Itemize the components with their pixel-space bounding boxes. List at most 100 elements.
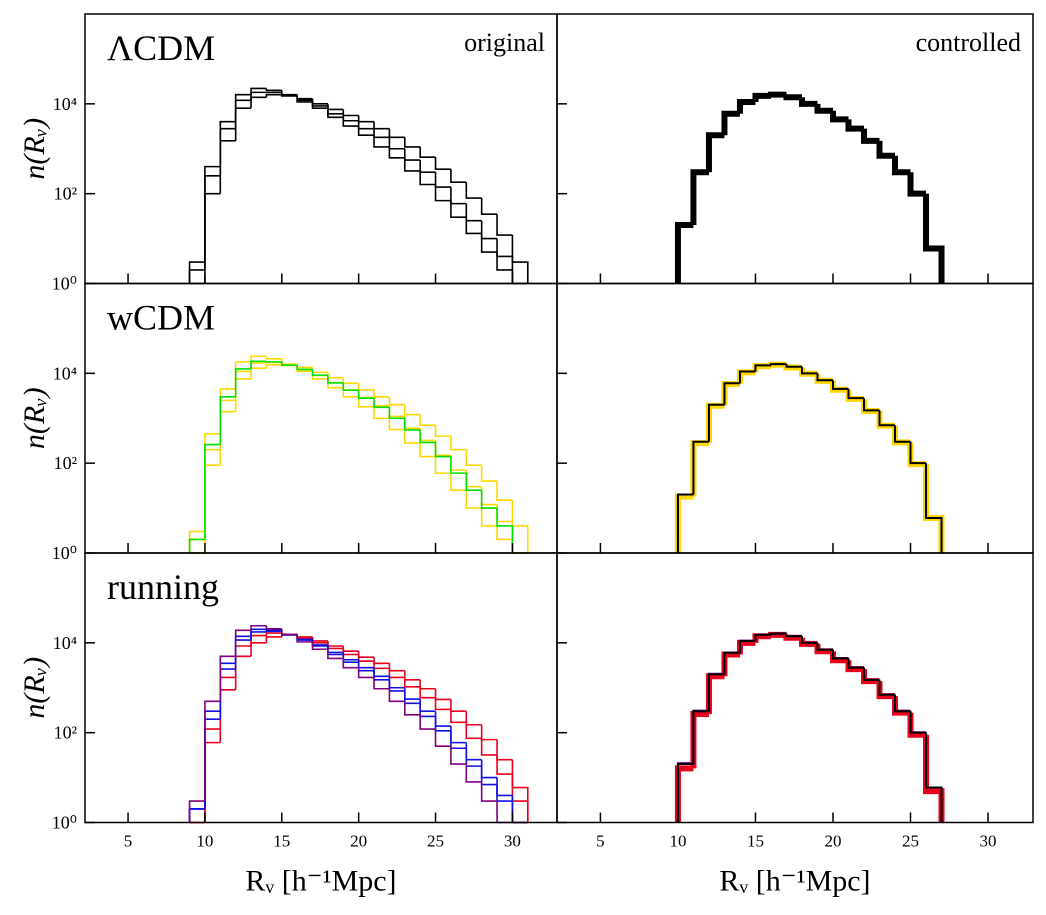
y-tick-label: 10⁰ bbox=[52, 813, 77, 833]
histogram-step bbox=[831, 380, 849, 390]
histogram-step bbox=[496, 238, 513, 258]
histogram-step bbox=[388, 418, 405, 431]
histogram-step bbox=[357, 662, 375, 672]
panel bbox=[674, 361, 945, 553]
histogram-step bbox=[878, 410, 896, 427]
histogram-step bbox=[342, 646, 359, 653]
histogram-step bbox=[723, 382, 740, 405]
histogram-step bbox=[450, 709, 467, 724]
y-tick-label: 10² bbox=[54, 184, 77, 204]
histogram-step bbox=[419, 714, 436, 730]
histogram-step bbox=[450, 456, 467, 474]
histogram-step bbox=[496, 508, 514, 553]
histogram-step bbox=[705, 402, 725, 444]
histogram-step bbox=[311, 98, 328, 105]
panel-corner-label: controlled bbox=[916, 28, 1021, 57]
histogram-step bbox=[250, 624, 267, 631]
histogram-step bbox=[434, 697, 451, 711]
histogram-step bbox=[373, 661, 390, 670]
histogram-step bbox=[342, 382, 359, 392]
x-tick-label: 10 bbox=[196, 832, 213, 851]
histogram-step bbox=[752, 363, 771, 373]
y-tick-label: 10² bbox=[54, 723, 77, 743]
histogram-step bbox=[234, 629, 252, 657]
histogram-step bbox=[265, 625, 282, 630]
histogram-step bbox=[736, 639, 756, 655]
histogram-step bbox=[752, 633, 771, 643]
histogram-step bbox=[265, 88, 282, 92]
histogram-step bbox=[234, 107, 252, 141]
histogram-step bbox=[769, 632, 787, 635]
histogram-step bbox=[860, 398, 880, 415]
histogram-step bbox=[219, 140, 236, 194]
histogram-step bbox=[705, 673, 725, 715]
histogram-step bbox=[690, 711, 709, 769]
histogram-step bbox=[419, 699, 436, 713]
histogram-step bbox=[204, 433, 221, 532]
histogram-step bbox=[357, 389, 375, 399]
x-tick-label: 15 bbox=[747, 832, 764, 851]
y-axis-label: n(Rᵥ) bbox=[18, 657, 51, 719]
histogram-step bbox=[707, 403, 725, 442]
histogram-step bbox=[419, 429, 436, 444]
x-tick-label: 30 bbox=[980, 832, 997, 851]
histogram-step bbox=[511, 269, 528, 285]
histogram-step bbox=[296, 365, 313, 371]
histogram-step bbox=[692, 440, 709, 495]
histogram-step bbox=[403, 157, 421, 172]
histogram-step bbox=[419, 146, 436, 158]
histogram-step bbox=[465, 449, 482, 467]
histogram-step bbox=[296, 634, 313, 638]
x-tick-label: 15 bbox=[273, 832, 290, 851]
histogram-step bbox=[327, 372, 344, 379]
histogram-step bbox=[480, 724, 498, 741]
histogram-step bbox=[434, 711, 451, 727]
histogram-step bbox=[862, 667, 880, 681]
histogram-step bbox=[769, 363, 787, 366]
histogram-step bbox=[736, 369, 756, 384]
histogram-step bbox=[496, 777, 513, 797]
histogram-step bbox=[250, 87, 267, 95]
x-tick-label: 20 bbox=[824, 832, 841, 851]
histogram-step bbox=[234, 368, 252, 397]
panel bbox=[188, 355, 529, 554]
histogram-step bbox=[434, 442, 451, 458]
histogram-step bbox=[876, 140, 896, 159]
histogram-step bbox=[496, 754, 513, 775]
histogram-step bbox=[925, 732, 943, 823]
histogram-step bbox=[403, 137, 421, 148]
histogram-step bbox=[265, 356, 282, 360]
histogram-step bbox=[342, 658, 359, 669]
histogram-step bbox=[925, 463, 943, 553]
histogram-step bbox=[403, 677, 421, 688]
histogram-step bbox=[373, 406, 390, 420]
histogram-step bbox=[434, 456, 451, 474]
histogram-step bbox=[327, 640, 344, 647]
histogram-step bbox=[419, 170, 436, 186]
panel bbox=[674, 631, 945, 823]
histogram-step bbox=[342, 652, 359, 661]
histogram-step bbox=[388, 407, 405, 420]
histogram-step bbox=[234, 639, 252, 670]
histogram-step bbox=[450, 473, 467, 492]
histogram-step bbox=[250, 360, 267, 369]
histogram-step bbox=[403, 701, 421, 716]
histogram-step bbox=[434, 688, 451, 701]
histogram-step bbox=[878, 679, 896, 696]
histogram-step bbox=[373, 128, 390, 139]
panel-annotation: ΛCDM bbox=[107, 28, 215, 68]
histogram-step bbox=[250, 642, 267, 657]
histogram-step bbox=[480, 486, 498, 506]
x-tick-label: 10 bbox=[669, 832, 686, 851]
histogram-step bbox=[496, 525, 513, 541]
histogram-step bbox=[480, 490, 498, 509]
histogram-step bbox=[373, 389, 390, 398]
histogram-step bbox=[767, 91, 787, 98]
histogram-step bbox=[311, 636, 328, 642]
histogram-step bbox=[692, 710, 709, 765]
histogram-step bbox=[434, 716, 451, 732]
histogram-step bbox=[434, 440, 451, 457]
histogram-step bbox=[403, 148, 421, 161]
histogram-step bbox=[419, 679, 436, 690]
histogram-step bbox=[465, 748, 482, 767]
